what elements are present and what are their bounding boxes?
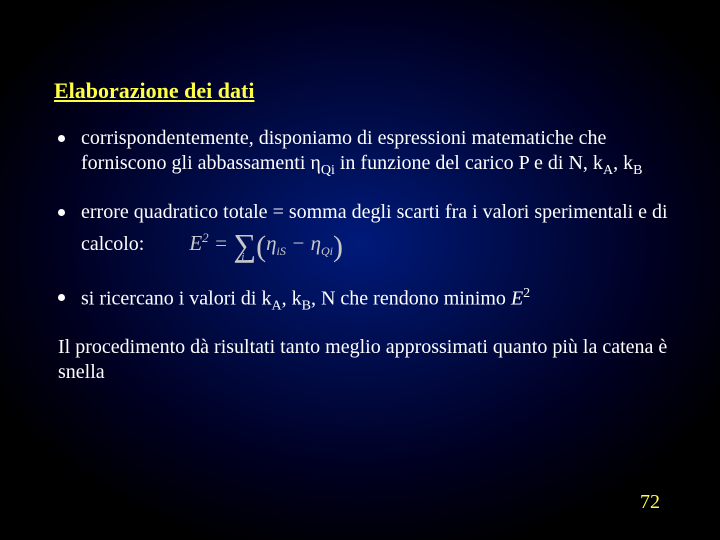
subscript: A bbox=[272, 299, 282, 314]
bullet-item-3: si ricercano i valori di kA, kB, N che r… bbox=[58, 285, 670, 315]
bullet-text-2: errore quadratico totale = somma degli s… bbox=[81, 200, 670, 266]
lparen-icon: ( bbox=[256, 230, 266, 263]
slide-title: Elaborazione dei dati bbox=[54, 78, 670, 104]
eq-E: E bbox=[189, 231, 202, 255]
bullet-text-1: corrispondentemente, disponiamo di espre… bbox=[81, 126, 670, 180]
eq-eta2-sub: Qi bbox=[321, 244, 333, 258]
eq-eta1: η bbox=[266, 231, 276, 255]
text-fragment: , k bbox=[613, 152, 633, 174]
slide-body: Elaborazione dei dati corrispondentement… bbox=[0, 0, 720, 385]
subscript: B bbox=[302, 299, 311, 314]
text-fragment: errore quadratico totale = somma degli s… bbox=[81, 201, 668, 255]
sigma-index: i bbox=[241, 251, 244, 265]
eq-equals: = bbox=[209, 231, 234, 255]
subscript: Qi bbox=[321, 163, 335, 178]
footer-paragraph: Il procedimento dà risultati tanto megli… bbox=[54, 335, 670, 385]
bullet-item-1: corrispondentemente, disponiamo di espre… bbox=[58, 126, 670, 180]
superscript: 2 bbox=[523, 286, 530, 301]
bullet-dot-icon bbox=[58, 209, 65, 216]
text-fragment: , N che rendono minimo bbox=[311, 288, 511, 310]
bullet-text-3: si ricercano i valori di kA, kB, N che r… bbox=[81, 285, 670, 315]
sigma-icon: ∑i bbox=[233, 225, 256, 265]
bullet-dot-icon bbox=[58, 135, 65, 142]
bullet-dot-icon bbox=[58, 294, 65, 301]
bullet-list: corrispondentemente, disponiamo di espre… bbox=[54, 126, 670, 315]
eq-minus: − bbox=[286, 231, 311, 255]
text-fragment: in funzione del carico P e di N, k bbox=[335, 152, 603, 174]
equation: E2 = ∑i(ηiS − ηQi) bbox=[189, 225, 343, 266]
rparen-icon: ) bbox=[333, 230, 343, 263]
eq-eta1-sub: iS bbox=[277, 244, 286, 258]
subscript: A bbox=[603, 163, 613, 178]
subscript: B bbox=[633, 163, 642, 178]
eq-eta2: η bbox=[311, 231, 321, 255]
bullet-item-2: errore quadratico totale = somma degli s… bbox=[58, 200, 670, 266]
slide-number: 72 bbox=[640, 491, 660, 514]
text-fragment-italic: E bbox=[511, 288, 523, 310]
text-fragment: si ricercano i valori di k bbox=[81, 288, 272, 310]
text-fragment: , k bbox=[282, 288, 302, 310]
